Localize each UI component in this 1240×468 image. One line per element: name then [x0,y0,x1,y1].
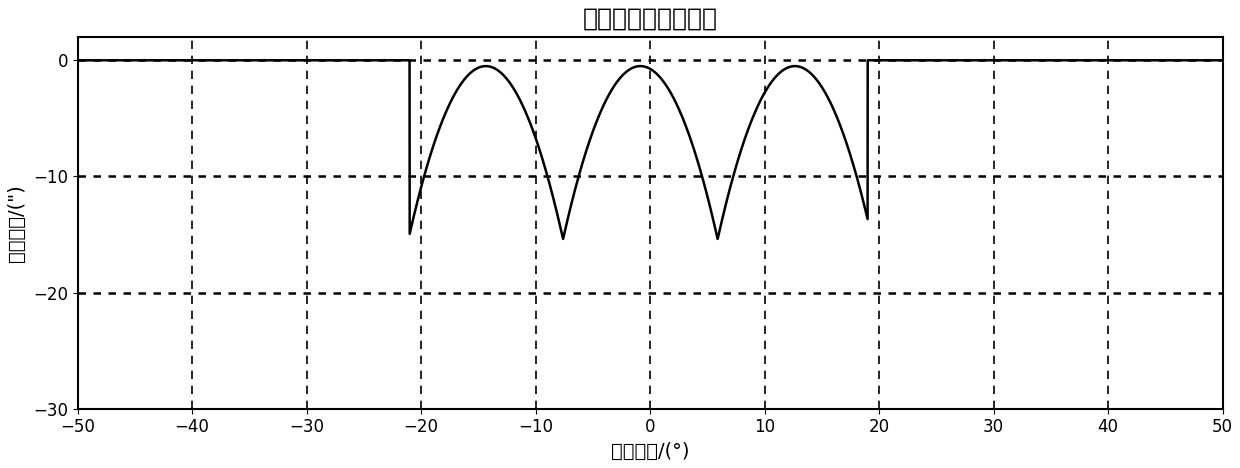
X-axis label: 小轮转角/(°): 小轮转角/(°) [611,442,689,461]
Y-axis label: 传动误差/("): 传动误差/(") [7,184,26,262]
Title: 改进的传动误差曲线: 改进的传动误差曲线 [583,7,718,31]
